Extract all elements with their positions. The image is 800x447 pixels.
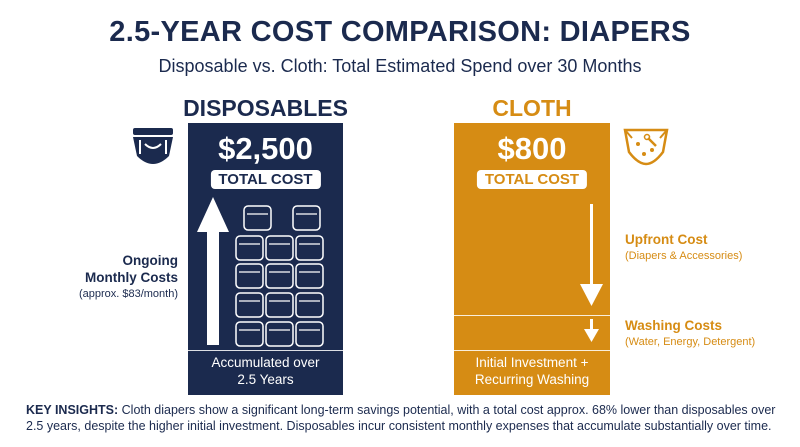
diaper-pack <box>235 292 264 318</box>
disposables-heading: DISPOSABLES <box>183 95 348 121</box>
cloth-total-label: TOTAL COST <box>476 170 588 189</box>
diaper-pack <box>295 235 324 261</box>
disposables-price: $2,500 <box>218 131 313 166</box>
page-subtitle: Disposable vs. Cloth: Total Estimated Sp… <box>158 56 642 76</box>
upfront-cost-title: Upfront Cost <box>625 232 708 247</box>
washing-cost-note: (Water, Energy, Detergent) <box>625 336 756 348</box>
cloth-price: $800 <box>497 131 567 166</box>
diaper-pack <box>295 263 324 289</box>
cloth-footer-line2: Recurring Washing <box>474 372 590 387</box>
cloth-footer: Initial Investment + Recurring Washing <box>454 350 610 395</box>
disposables-footer-line2: 2.5 Years <box>237 372 294 387</box>
diaper-pack <box>265 235 294 261</box>
ongoing-cost-arrow <box>197 197 229 345</box>
disposable-diaper-icon <box>131 126 175 171</box>
washing-cost-title: Washing Costs <box>625 318 723 333</box>
cloth-bar: $800 TOTAL COST Initial Investment + Rec… <box>454 123 610 395</box>
diaper-pack <box>235 321 264 347</box>
upfront-cost-arrow <box>580 204 603 306</box>
disposables-footer-line1: Accumulated over <box>211 355 320 370</box>
upfront-cost-label: Upfront Cost (Diapers & Accessories) <box>625 231 742 265</box>
key-insights-text: Cloth diapers show a significant long-te… <box>26 403 776 433</box>
cloth-footer-line1: Initial Investment + <box>475 355 589 370</box>
washing-cost-arrow <box>584 319 599 342</box>
diaper-pack <box>265 321 294 347</box>
diaper-pack <box>295 321 324 347</box>
key-insights-label: KEY INSIGHTS: <box>26 403 119 417</box>
washing-cost-label: Washing Costs (Water, Energy, Detergent) <box>625 317 755 351</box>
diaper-pack <box>265 263 294 289</box>
disposables-footer: Accumulated over 2.5 Years <box>188 350 343 395</box>
diaper-pack <box>265 292 294 318</box>
disposables-total-label: TOTAL COST <box>210 170 321 189</box>
diaper-pack <box>292 205 321 231</box>
cloth-diaper-icon <box>622 124 670 173</box>
cloth-heading: CLOTH <box>492 95 572 121</box>
ongoing-costs-note: (approx. $83/month) <box>78 288 178 300</box>
diaper-pack <box>235 263 264 289</box>
ongoing-costs-label: Ongoing Monthly Costs (approx. $83/month… <box>60 252 178 303</box>
cloth-section-divider <box>454 315 610 316</box>
ongoing-costs-title-2: Monthly Costs <box>85 270 178 285</box>
key-insights: KEY INSIGHTS: Cloth diapers show a signi… <box>26 402 776 434</box>
diaper-pack <box>243 205 272 231</box>
diaper-pack <box>235 235 264 261</box>
diaper-pack-stack <box>235 205 324 347</box>
ongoing-costs-title-1: Ongoing <box>122 253 178 268</box>
page-title: 2.5-YEAR COST COMPARISON: DIAPERS <box>109 16 691 48</box>
upfront-cost-note: (Diapers & Accessories) <box>625 250 743 262</box>
diaper-pack <box>295 292 324 318</box>
